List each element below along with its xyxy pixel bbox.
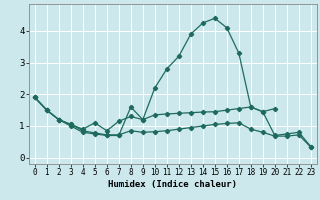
X-axis label: Humidex (Indice chaleur): Humidex (Indice chaleur) xyxy=(108,180,237,189)
